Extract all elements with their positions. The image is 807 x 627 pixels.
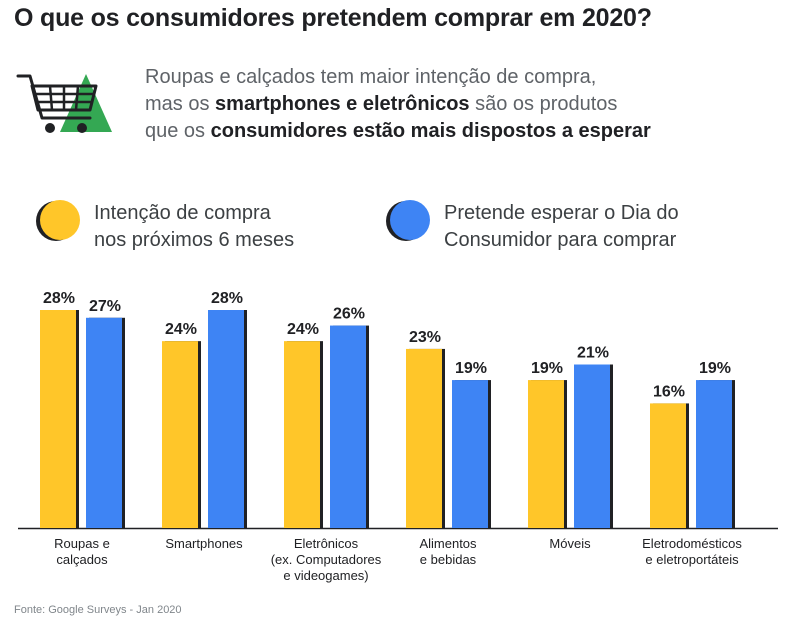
data-label-s2-0: 27% bbox=[89, 298, 121, 315]
category-label-2-line2: (ex. Computadores bbox=[271, 552, 382, 567]
legend-swatch-yellow bbox=[36, 200, 82, 246]
data-label-s1-4: 19% bbox=[531, 360, 563, 377]
bar-s2-0 bbox=[86, 317, 122, 528]
bar-s2-4 bbox=[574, 364, 610, 528]
data-label-s2-5: 19% bbox=[699, 360, 731, 377]
subtitle-line-1: Roupas e calçados tem maior intenção de … bbox=[145, 66, 597, 88]
category-label-3-line2: e bebidas bbox=[420, 552, 477, 567]
category-label-5-line1: Eletrodomésticos bbox=[642, 536, 742, 551]
category-label-2-line3: e videogames) bbox=[283, 568, 368, 583]
category-label-3-line1: Alimentos bbox=[419, 536, 477, 551]
legend-label-esperar-line2: Consumidor para comprar bbox=[444, 229, 677, 251]
legend-swatch-yellow-fill bbox=[40, 200, 80, 240]
legend-swatch-blue-fill bbox=[390, 200, 430, 240]
source-note: Fonte: Google Surveys - Jan 2020 bbox=[14, 604, 182, 616]
category-label-5-line2: e eletroportáteis bbox=[645, 552, 739, 567]
shopping-cart-icon bbox=[16, 74, 112, 133]
data-label-s1-0: 28% bbox=[43, 290, 75, 307]
bar-s1-4 bbox=[528, 380, 564, 528]
subtitle-line-3: que os consumidores estão mais dispostos… bbox=[145, 118, 651, 145]
legend-label-intencao-line1: Intenção de compra bbox=[94, 202, 271, 224]
data-label-s1-1: 24% bbox=[165, 321, 197, 338]
bar-s1-0 bbox=[40, 310, 76, 528]
bar-s1-3 bbox=[406, 348, 442, 528]
subtitle-line-2-suffix: são os produtos bbox=[469, 93, 618, 115]
subtitle-line-2-bold: smartphones e eletrônicos bbox=[215, 93, 470, 115]
page-title: O que os consumidores pretendem comprar … bbox=[14, 4, 652, 32]
category-label-1-line1: Smartphones bbox=[165, 536, 243, 551]
category-label-0-line2: calçados bbox=[56, 552, 108, 567]
subtitle-line-2-prefix: mas os bbox=[145, 93, 216, 115]
data-label-s2-3: 19% bbox=[455, 360, 487, 377]
legend-label-esperar-line1: Pretende esperar o Dia do bbox=[444, 202, 679, 224]
subtitle-line-2: mas os smartphones e eletrônicos são os … bbox=[145, 91, 651, 118]
data-label-s2-2: 26% bbox=[333, 306, 365, 323]
bar-s2-5 bbox=[696, 380, 732, 528]
category-label-2-line1: Eletrônicos bbox=[294, 536, 359, 551]
legend-item-intencao: Intenção de compra nos próximos 6 meses bbox=[36, 200, 294, 254]
legend-label-intencao-line2: nos próximos 6 meses bbox=[94, 229, 295, 251]
bar-s2-1 bbox=[208, 310, 244, 528]
category-label-4-line1: Móveis bbox=[549, 536, 591, 551]
bar-s1-2 bbox=[284, 341, 320, 528]
data-label-s1-5: 16% bbox=[653, 383, 685, 400]
bar-s2-3 bbox=[452, 380, 488, 528]
data-label-s2-4: 21% bbox=[577, 345, 609, 362]
bar-s1-5 bbox=[650, 403, 686, 528]
legend-label-esperar: Pretende esperar o Dia do Consumidor par… bbox=[444, 200, 679, 254]
data-label-s2-1: 28% bbox=[211, 290, 243, 307]
legend-swatch-blue bbox=[386, 200, 432, 246]
category-label-0-line1: Roupas e bbox=[54, 536, 110, 551]
data-label-s1-3: 23% bbox=[409, 329, 441, 346]
bar-s1-1 bbox=[162, 341, 198, 528]
bar-s2-2 bbox=[330, 325, 366, 528]
subtitle-line-3-prefix: que os bbox=[145, 120, 211, 142]
subtitle: Roupas e calçados tem maior intenção de … bbox=[145, 64, 651, 145]
data-label-s1-2: 24% bbox=[287, 321, 319, 338]
subtitle-line-3-bold: consumidores estão mais dispostos a espe… bbox=[210, 120, 651, 142]
legend-item-esperar: Pretende esperar o Dia do Consumidor par… bbox=[386, 200, 679, 254]
legend-label-intencao: Intenção de compra nos próximos 6 meses bbox=[94, 200, 294, 254]
